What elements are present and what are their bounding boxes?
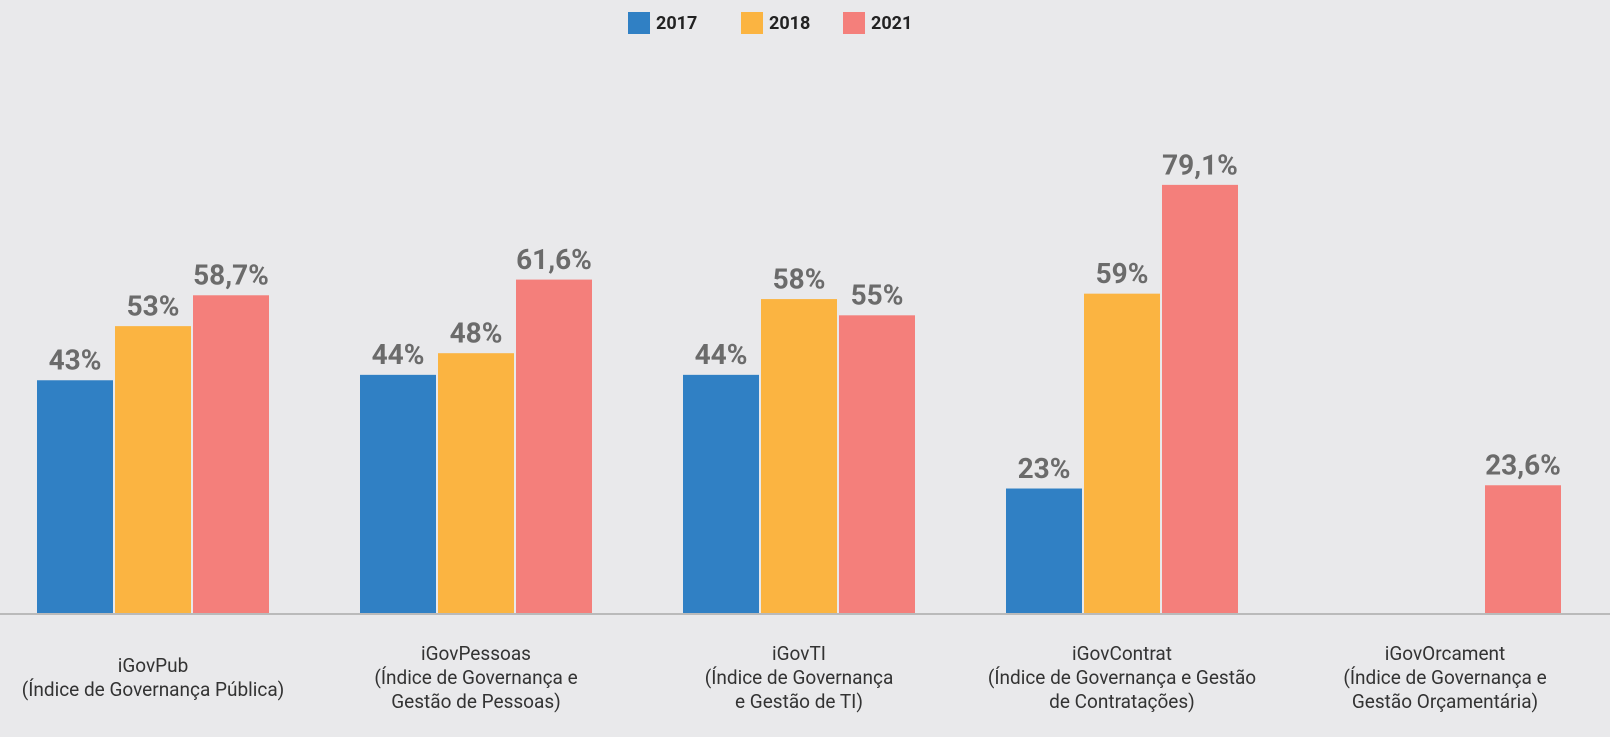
bar	[37, 380, 113, 613]
data-label: 44%	[372, 338, 425, 371]
data-label: 23,6%	[1485, 449, 1561, 482]
data-label: 53%	[127, 290, 180, 323]
bar	[1084, 293, 1160, 613]
bar	[115, 326, 191, 613]
legend-label: 2017	[656, 13, 697, 34]
bar	[1162, 184, 1238, 613]
data-label: 44%	[695, 338, 748, 371]
bar	[193, 295, 269, 613]
bar	[839, 315, 915, 613]
bar	[1006, 488, 1082, 613]
data-label: 58%	[773, 262, 826, 295]
data-label: 59%	[1096, 257, 1149, 290]
x-tick-label: iGovTI (Índice de Governança e Gestão de…	[704, 642, 894, 713]
legend-label: 2021	[871, 13, 912, 34]
data-label: 58,7%	[193, 259, 269, 292]
legend-swatch	[741, 12, 763, 34]
bar	[683, 374, 759, 613]
x-tick-label: iGovOrcament (Índice de Governança e Ges…	[1343, 642, 1547, 713]
legend-label: 2018	[769, 13, 810, 34]
data-label: 61,6%	[516, 243, 592, 276]
data-label: 43%	[49, 344, 102, 377]
data-label: 23%	[1018, 452, 1071, 485]
data-label: 48%	[450, 317, 503, 350]
x-tick-label: iGovContrat (Índice de Governança e Gest…	[987, 642, 1257, 713]
x-tick-label: iGovPub (Índice de Governança Pública)	[21, 654, 285, 701]
legend-swatch	[843, 12, 865, 34]
bar	[360, 374, 436, 613]
bar	[1485, 485, 1561, 613]
data-label: 79,1%	[1162, 148, 1238, 181]
legend-swatch	[628, 12, 650, 34]
bar	[761, 299, 837, 613]
data-label: 55%	[851, 279, 904, 312]
x-tick-label: iGovPessoas (Índice de Governança e Gest…	[374, 642, 578, 713]
bar	[438, 353, 514, 613]
bar	[516, 279, 592, 613]
